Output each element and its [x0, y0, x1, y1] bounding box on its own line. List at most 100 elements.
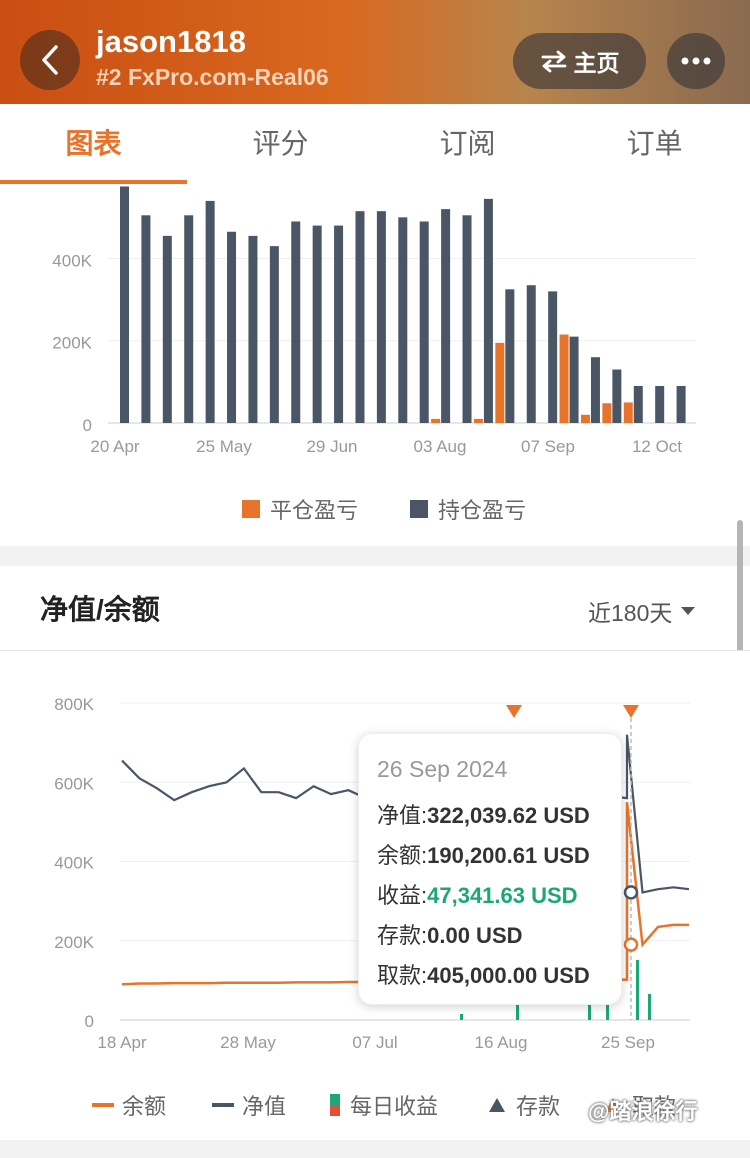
tooltip-equity-label: 净值: [377, 803, 428, 828]
daily-profit-bar [636, 960, 639, 1020]
tooltip-profit-label: 收益: [377, 883, 428, 908]
daily-profit-swatch [330, 1094, 340, 1116]
open-pnl-bar [483, 198, 493, 423]
user-name: jason1818 [96, 24, 246, 59]
open-pnl-bar [505, 289, 515, 423]
tab-rating[interactable]: 评分 [252, 128, 309, 159]
open-pnl-bar [162, 235, 172, 423]
daily-profit-bar [516, 998, 519, 1020]
account-label: #2 FxPro.com-Real06 [96, 64, 329, 90]
y-tick-label: 0 [83, 416, 92, 435]
legend-closed-pnl[interactable]: 平仓盈亏 [242, 493, 358, 525]
home-button[interactable]: 主页 [513, 33, 646, 89]
x-tick-label: 20 Apr [90, 437, 139, 456]
legend-open-label: 持仓盈亏 [438, 498, 527, 523]
closed-pnl-bar [602, 403, 612, 423]
closed-pnl-bar [580, 414, 590, 423]
legend-equity[interactable]: 净值 [212, 1089, 286, 1121]
x-tick-label: 12 Oct [632, 437, 682, 456]
tab-chart[interactable]: 图表 [65, 128, 122, 159]
legend-withdrawal[interactable]: 取款 [604, 1089, 676, 1121]
legend-daily-profit[interactable]: 每日收益 [330, 1089, 438, 1121]
tooltip-balance: 余额:190,200.61 USD [377, 838, 590, 870]
open-pnl-swatch [410, 500, 428, 518]
tooltip-profit-value: 47,341.63 USD [427, 883, 578, 908]
open-pnl-bar [141, 215, 151, 423]
tab-subscribe[interactable]: 订阅 [439, 128, 496, 159]
y-tick-label: 0 [85, 1012, 94, 1031]
x-tick-label: 03 Aug [414, 437, 467, 456]
open-pnl-bar [376, 211, 386, 423]
y-tick-label: 600K [52, 184, 92, 188]
daily-profit-bar [606, 998, 609, 1020]
tooltip-deposit: 存款:0.00 USD [377, 918, 523, 950]
open-pnl-bar [655, 385, 665, 423]
swap-arrows-icon [541, 50, 566, 73]
legend-balance-label: 余额 [122, 1094, 167, 1119]
open-pnl-bar [590, 357, 600, 423]
x-tick-label: 29 Jun [306, 437, 357, 456]
closed-pnl-bar [559, 334, 569, 423]
legend-balance[interactable]: 余额 [92, 1089, 166, 1121]
tooltip-deposit-label: 存款: [377, 923, 428, 948]
y-tick-label: 400K [52, 251, 92, 270]
closed-pnl-swatch [242, 500, 260, 518]
open-pnl-bar [248, 235, 258, 423]
open-pnl-bar [312, 225, 322, 423]
legend-deposit[interactable]: 存款 [488, 1089, 560, 1121]
ellipsis-icon [681, 57, 711, 65]
legend-daily-profit-label: 每日收益 [350, 1094, 439, 1119]
triangle-down-icon [681, 607, 696, 615]
closed-pnl-bar [623, 402, 633, 423]
active-tab-indicator [0, 180, 187, 184]
chevron-left-icon [42, 45, 58, 75]
tooltip-withdrawal-label: 取款: [377, 963, 428, 988]
y-tick-label: 800K [54, 695, 94, 714]
range-dropdown[interactable]: 近180天 [588, 594, 696, 628]
tab-bar: 图表 评分 订阅 订单 [0, 104, 750, 185]
chart-tooltip: 26 Sep 2024 净值:322,039.62 USD 余额:190,200… [358, 733, 622, 1005]
withdrawal-marker [506, 705, 522, 718]
home-label: 主页 [573, 50, 620, 76]
open-pnl-bar [569, 336, 579, 423]
y-tick-label: 200K [54, 933, 94, 952]
open-pnl-bar [398, 217, 408, 423]
legend-withdrawal-label: 取款 [632, 1094, 677, 1119]
triangle-up-icon [605, 1098, 621, 1112]
section-divider [0, 650, 750, 651]
bottom-gap [0, 1140, 750, 1158]
open-pnl-bar [612, 369, 622, 423]
tooltip-deposit-value: 0.00 USD [427, 923, 523, 948]
daily-profit-bar [648, 994, 651, 1020]
open-pnl-bar [120, 186, 129, 423]
pnl-bar-chart: 0 200K 400K 600K 20 Apr 25 May 29 Jun 03 Aug 07 … [52, 184, 696, 456]
open-pnl-bar [269, 246, 279, 423]
x-tick-label: 25 Sep [601, 1033, 655, 1052]
more-button[interactable] [667, 33, 725, 89]
open-pnl-bar [205, 200, 215, 423]
open-pnl-bar [184, 215, 194, 423]
x-tick-label: 16 Aug [475, 1033, 528, 1052]
x-tick-label: 07 Jul [352, 1033, 397, 1052]
withdrawal-marker [623, 705, 639, 718]
x-tick-label: 07 Sep [521, 437, 575, 456]
closed-pnl-bar [495, 342, 505, 423]
tooltip-balance-value: 190,200.61 USD [427, 843, 590, 868]
legend-open-pnl[interactable]: 持仓盈亏 [410, 493, 526, 525]
triangle-up-icon [489, 1098, 505, 1112]
section-title: 净值/余额 [40, 594, 160, 625]
balance-marker [623, 937, 639, 952]
tooltip-date: 26 Sep 2024 [377, 756, 508, 782]
back-button[interactable] [20, 30, 80, 90]
x-tick-label: 25 May [196, 437, 252, 456]
range-label: 近180天 [588, 600, 673, 626]
tab-orders[interactable]: 订单 [626, 128, 683, 159]
open-pnl-bar [419, 221, 429, 423]
equity-marker [623, 885, 639, 900]
tooltip-withdrawal: 取款:405,000.00 USD [377, 958, 590, 990]
open-pnl-bar [462, 215, 472, 423]
y-tick-label: 400K [54, 854, 94, 873]
open-pnl-bar [633, 385, 643, 423]
open-pnl-bar [355, 211, 365, 423]
tooltip-profit: 收益:47,341.63 USD [377, 878, 578, 910]
